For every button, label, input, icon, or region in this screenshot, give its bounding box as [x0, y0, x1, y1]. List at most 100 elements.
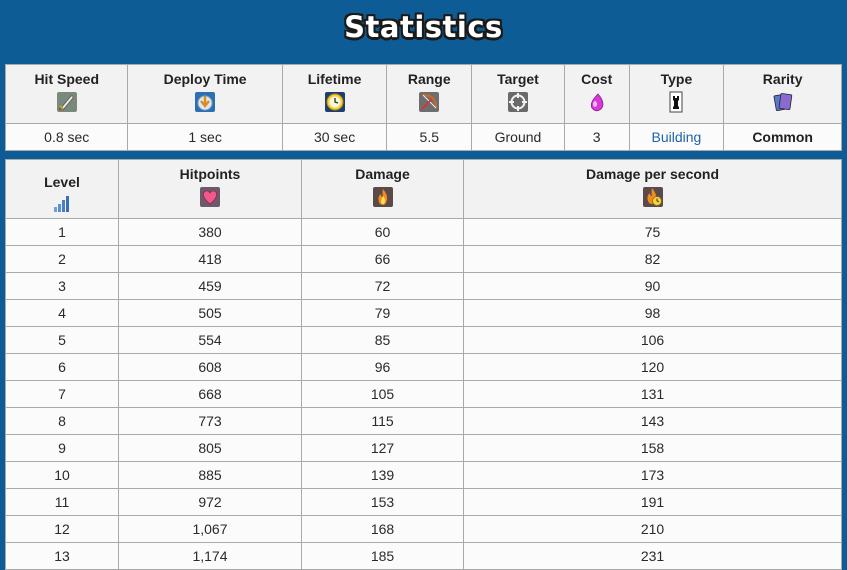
level-stats-table: Level Hitpoints Damage [5, 159, 842, 570]
cell-hitpoints: 805 [118, 434, 302, 462]
flame-icon [372, 187, 393, 207]
rarity-value: Common [723, 123, 842, 151]
header-lifetime-label: Lifetime [307, 71, 362, 87]
header-target-label: Target [497, 71, 539, 87]
flame-clock-icon [642, 187, 663, 207]
cell-hitpoints: 773 [118, 407, 302, 435]
header-dps-label: Damage per second [585, 166, 720, 182]
cell-damage: 96 [301, 353, 464, 381]
summary-table: Hit Speed Deploy Time Lifetime [4, 64, 842, 151]
cell-level: 6 [5, 353, 119, 381]
cell-dps: 191 [463, 488, 842, 516]
cell-level: 10 [5, 461, 119, 489]
level-rows: 1 380 60 75 2 418 66 82 3 459 72 90 4 505 79 98 5 554 85 10… [5, 218, 842, 570]
cell-dps: 98 [463, 299, 842, 327]
header-hit-speed-label: Hit Speed [34, 71, 100, 87]
cell-dps: 158 [463, 434, 842, 462]
header-level-label: Level [44, 174, 80, 190]
header-rarity: Rarity [723, 64, 842, 124]
page-title: Statistics [344, 10, 503, 44]
table-row: 1 380 60 75 [5, 218, 842, 246]
header-hitpoints: Hitpoints [118, 159, 302, 219]
heart-icon [200, 187, 220, 207]
header-range-label: Range [407, 71, 451, 87]
cell-level: 11 [5, 488, 119, 516]
cell-dps: 90 [463, 272, 842, 300]
crosshair-icon [507, 92, 528, 112]
cell-damage: 60 [301, 218, 464, 246]
deploy-time-value: 1 sec [127, 123, 283, 151]
cell-hitpoints: 418 [118, 245, 302, 273]
header-type: Type [628, 64, 725, 124]
cell-hitpoints: 554 [118, 326, 302, 354]
header-target: Target [471, 64, 565, 124]
table-row: 8 773 115 143 [5, 407, 842, 435]
signal-bars-icon [54, 196, 69, 212]
cell-damage: 105 [301, 380, 464, 408]
cell-level: 13 [5, 542, 119, 570]
cell-damage: 139 [301, 461, 464, 489]
bow-icon [419, 92, 440, 112]
hit-speed-value: 0.8 sec [4, 123, 129, 151]
table-row: 9 805 127 158 [5, 434, 842, 462]
table-row: 7 668 105 131 [5, 380, 842, 408]
cell-damage: 85 [301, 326, 464, 354]
table-row: 13 1,174 185 231 [5, 542, 842, 570]
cell-damage: 115 [301, 407, 464, 435]
header-deploy-time: Deploy Time [127, 64, 283, 124]
cell-damage: 153 [301, 488, 464, 516]
header-cost-label: Cost [581, 71, 613, 87]
header-cost: Cost [563, 64, 630, 124]
cell-level: 5 [5, 326, 119, 354]
summary-header-row: Hit Speed Deploy Time Lifetime [4, 64, 842, 124]
cell-level: 2 [5, 245, 119, 273]
cell-dps: 131 [463, 380, 842, 408]
table-row: 10 885 139 173 [5, 461, 842, 489]
sword-icon [56, 92, 77, 112]
deploy-arrow-icon [195, 92, 216, 112]
range-value: 5.5 [386, 123, 473, 151]
header-type-label: Type [660, 71, 693, 87]
header-dps: Damage per second [463, 159, 842, 219]
header-hitpoints-label: Hitpoints [179, 166, 241, 182]
tower-icon [669, 91, 683, 113]
cell-level: 12 [5, 515, 119, 543]
cards-icon [773, 93, 792, 111]
cell-damage: 185 [301, 542, 464, 570]
cell-level: 1 [5, 218, 119, 246]
header-lifetime: Lifetime [281, 64, 388, 124]
cell-level: 4 [5, 299, 119, 327]
cell-hitpoints: 972 [118, 488, 302, 516]
cell-hitpoints: 668 [118, 380, 302, 408]
table-row: 5 554 85 106 [5, 326, 842, 354]
header-range: Range [386, 64, 473, 124]
cell-dps: 143 [463, 407, 842, 435]
cell-dps: 231 [463, 542, 842, 570]
cell-dps: 120 [463, 353, 842, 381]
cell-level: 9 [5, 434, 119, 462]
cell-damage: 72 [301, 272, 464, 300]
table-row: 3 459 72 90 [5, 272, 842, 300]
table-row: 11 972 153 191 [5, 488, 842, 516]
cell-dps: 106 [463, 326, 842, 354]
cell-hitpoints: 1,067 [118, 515, 302, 543]
header-damage-label: Damage [355, 166, 410, 182]
cell-hitpoints: 1,174 [118, 542, 302, 570]
cell-damage: 127 [301, 434, 464, 462]
cell-damage: 79 [301, 299, 464, 327]
header-deploy-time-label: Deploy Time [163, 71, 247, 87]
lifetime-value: 30 sec [281, 123, 388, 151]
cell-dps: 75 [463, 218, 842, 246]
table-row: 2 418 66 82 [5, 245, 842, 273]
table-row: 6 608 96 120 [5, 353, 842, 381]
header-damage: Damage [301, 159, 464, 219]
cell-hitpoints: 608 [118, 353, 302, 381]
cell-damage: 66 [301, 245, 464, 273]
elixir-drop-icon [590, 93, 604, 112]
type-link[interactable]: Building [628, 123, 725, 151]
clock-icon [324, 92, 345, 112]
header-hit-speed: Hit Speed [4, 64, 129, 124]
cell-hitpoints: 380 [118, 218, 302, 246]
cell-level: 7 [5, 380, 119, 408]
cell-hitpoints: 885 [118, 461, 302, 489]
